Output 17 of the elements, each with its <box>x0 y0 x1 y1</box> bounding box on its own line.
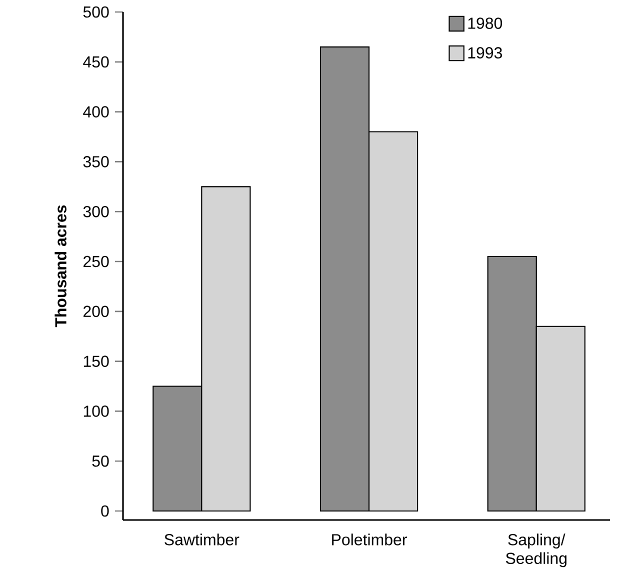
y-tick-label: 100 <box>84 406 109 417</box>
y-tick-label: 500 <box>83 6 109 18</box>
x-tick-label: Sapling/ Seedling <box>506 534 566 568</box>
y-tick-label: 0 <box>101 505 109 517</box>
y-tick-label: 50 <box>92 455 109 467</box>
y-axis-title: Thousand acres <box>54 205 66 328</box>
x-tick-label: Sawtimber <box>164 534 240 546</box>
y-tick-label: 250 <box>84 256 109 268</box>
legend-label: 1980 <box>468 18 502 29</box>
y-tick-label: 350 <box>83 156 109 168</box>
y-tick-label: 450 <box>83 56 109 68</box>
x-tick-label: Poletimber <box>332 534 407 546</box>
y-tick-label: 300 <box>83 206 109 218</box>
legend-label: 1993 <box>468 47 502 58</box>
y-tick-label: 200 <box>84 306 109 318</box>
y-tick-label: 150 <box>84 356 109 367</box>
y-tick-label: 400 <box>83 106 109 118</box>
